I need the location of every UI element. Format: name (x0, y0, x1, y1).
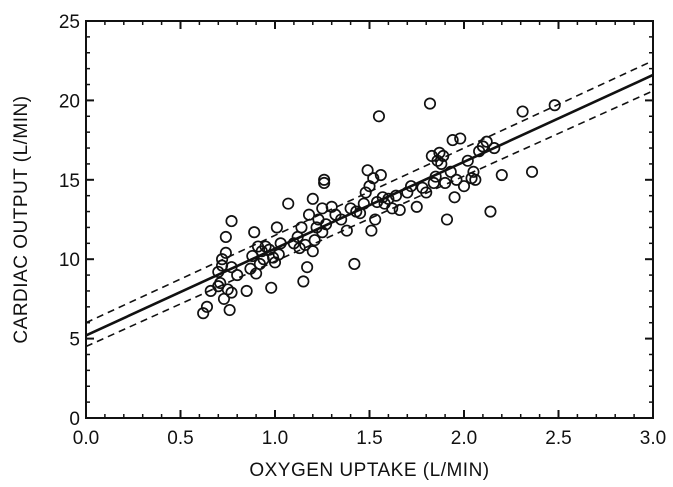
data-point (366, 225, 376, 235)
data-point (226, 216, 236, 226)
x-axis-title: OXYGEN UPTAKE (L/MIN) (249, 460, 489, 481)
data-point (249, 227, 259, 237)
data-point (485, 206, 495, 216)
data-point (349, 259, 359, 269)
data-point (302, 262, 312, 272)
data-point (221, 232, 231, 242)
data-point (374, 111, 384, 121)
y-tick-label: 10 (59, 250, 80, 271)
x-tick-label: 1.5 (356, 428, 382, 449)
y-tick-label: 5 (69, 330, 80, 351)
y-tick-label: 25 (59, 12, 80, 33)
data-point (442, 214, 452, 224)
x-tick-label: 1.0 (262, 428, 288, 449)
y-tick-label: 20 (59, 91, 80, 112)
data-point (308, 246, 318, 256)
data-point (497, 170, 507, 180)
data-point (412, 202, 422, 212)
data-point (224, 305, 234, 315)
plot-content (86, 61, 653, 347)
data-point (296, 222, 306, 232)
data-point (429, 178, 439, 188)
data-point (517, 106, 527, 116)
y-axis-title: CARDIAC OUTPUT (L/MIN) (11, 95, 32, 343)
data-point (425, 98, 435, 108)
data-point (308, 194, 318, 204)
data-point (449, 192, 459, 202)
x-tick-label: 2.0 (451, 428, 477, 449)
x-tick-label: 3.0 (640, 428, 666, 449)
x-tick-label: 0.5 (167, 428, 193, 449)
data-point (241, 286, 251, 296)
data-point (272, 222, 282, 232)
data-point (455, 133, 465, 143)
y-axis: 0 5 10 15 20 25 (59, 12, 653, 430)
data-point (298, 276, 308, 286)
data-point (395, 205, 405, 215)
y-tick-label: 15 (59, 171, 80, 192)
data-point (232, 270, 242, 280)
data-point (266, 283, 276, 293)
x-tick-label: 2.5 (545, 428, 571, 449)
data-point (527, 167, 537, 177)
y-tick-label: 0 (69, 409, 80, 430)
data-point (283, 198, 293, 208)
x-tick-label: 0.0 (73, 428, 99, 449)
